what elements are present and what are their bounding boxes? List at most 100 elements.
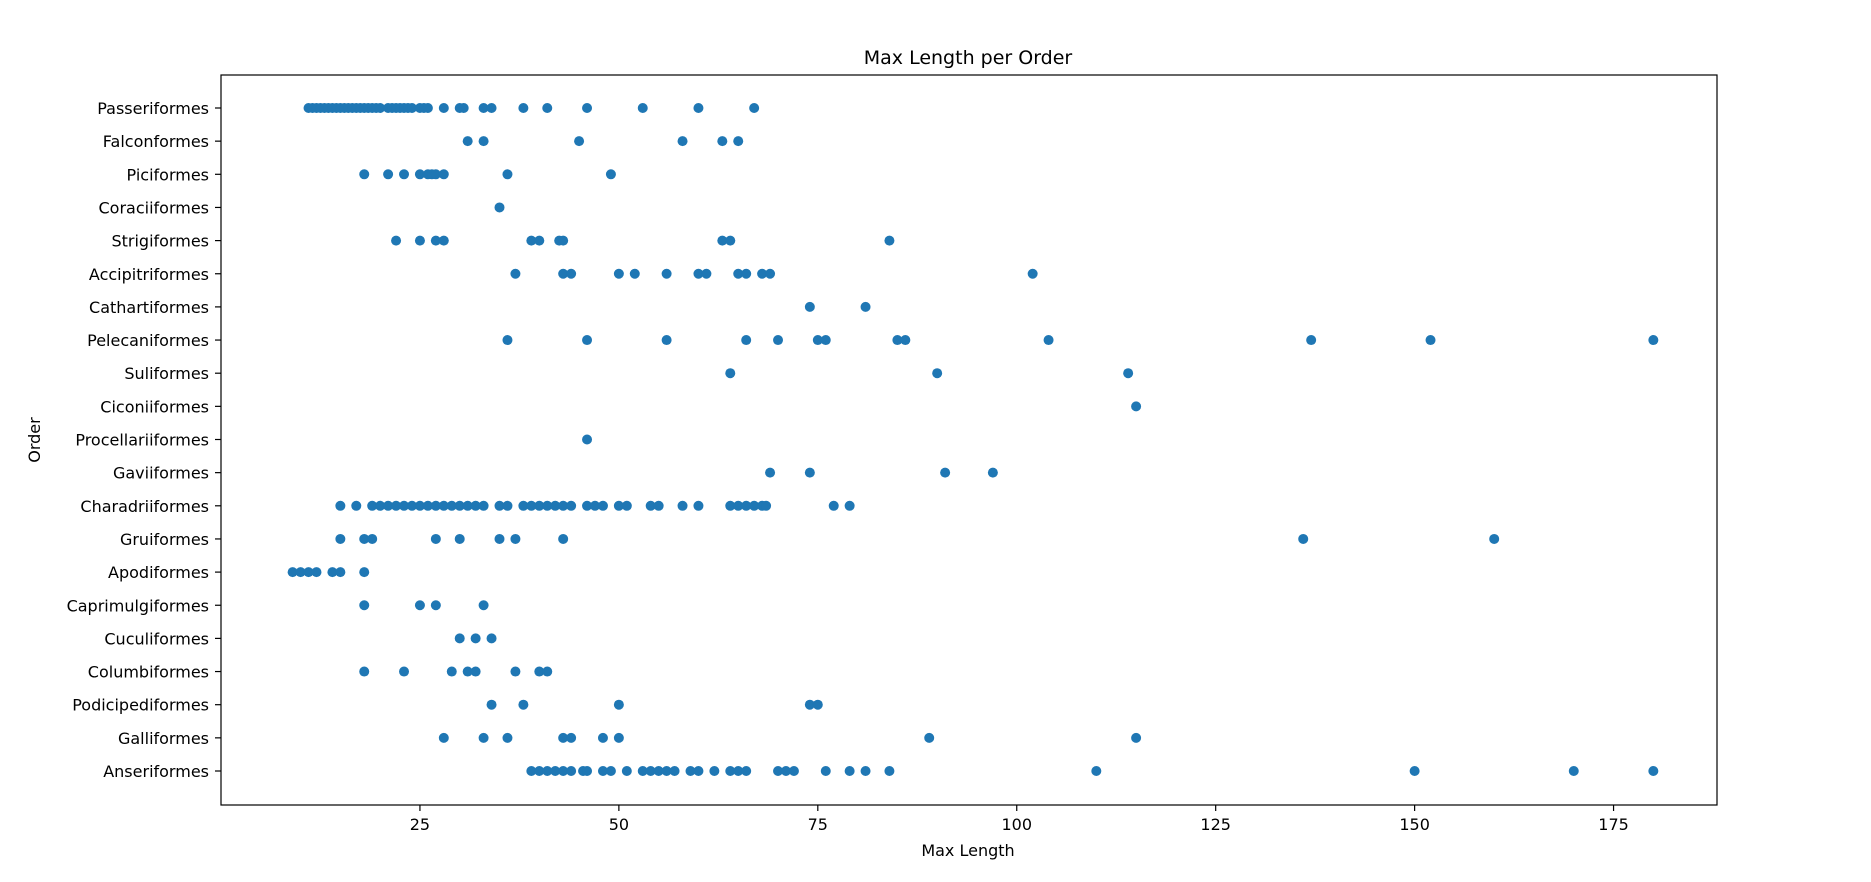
data-point: [812, 699, 823, 710]
data-point: [470, 666, 481, 677]
data-point: [351, 500, 362, 511]
data-point: [613, 732, 624, 743]
data-point: [693, 268, 704, 279]
data-point: [534, 666, 545, 677]
data-point: [510, 268, 521, 279]
data-point: [582, 335, 593, 346]
data-point: [414, 500, 425, 511]
data-point: [542, 103, 553, 113]
data-point: [725, 500, 736, 511]
data-point: [749, 103, 760, 113]
data-point: [518, 500, 529, 511]
data-point: [780, 766, 791, 776]
data-point: [597, 500, 608, 511]
data-point: [725, 368, 736, 379]
y-tick-label: Cuculiformes: [104, 629, 209, 648]
y-tick-label: Cathartiformes: [89, 298, 209, 317]
data-point: [510, 666, 521, 677]
data-point: [494, 500, 505, 511]
data-point: [804, 699, 815, 710]
data-point: [550, 500, 561, 511]
data-point: [454, 633, 465, 644]
data-point: [534, 235, 545, 246]
data-point: [287, 567, 298, 578]
data-point: [430, 169, 441, 180]
data-point: [1027, 268, 1038, 279]
data-point: [478, 500, 489, 511]
data-point: [653, 766, 664, 776]
data-point: [621, 766, 632, 776]
data-point: [788, 766, 799, 776]
data-point: [582, 500, 593, 511]
data-point: [677, 500, 688, 511]
data-point: [932, 368, 943, 379]
data-point: [494, 533, 505, 544]
data-point: [804, 301, 815, 312]
data-point: [1123, 368, 1134, 379]
data-point: [765, 467, 776, 478]
data-point: [924, 732, 935, 743]
data-point: [1648, 766, 1659, 776]
data-point: [558, 533, 569, 544]
data-point: [645, 766, 656, 776]
data-point: [399, 169, 410, 180]
data-point: [558, 766, 569, 776]
data-point: [526, 500, 537, 511]
data-point: [542, 500, 553, 511]
data-point: [359, 169, 370, 180]
data-point: [335, 533, 346, 544]
y-tick-label: Podicipediformes: [72, 696, 209, 715]
data-point: [693, 103, 704, 113]
data-point: [327, 567, 338, 578]
data-point: [749, 500, 760, 511]
data-point: [1409, 766, 1420, 776]
data-point: [597, 766, 608, 776]
data-point: [645, 500, 656, 511]
data-point: [359, 533, 370, 544]
data-point: [414, 235, 425, 246]
data-point: [1131, 732, 1142, 743]
data-point: [892, 335, 903, 346]
data-point: [613, 699, 624, 710]
data-point: [1425, 335, 1436, 346]
data-point: [717, 235, 728, 246]
y-tick-label: Columbiformes: [88, 663, 209, 682]
data-point: [566, 268, 577, 279]
data-point: [884, 766, 895, 776]
y-tick-label: Suliformes: [124, 364, 209, 383]
data-point: [399, 500, 410, 511]
data-point: [828, 500, 839, 511]
data-point: [677, 136, 688, 147]
data-point: [454, 500, 465, 511]
y-axis-label: Order: [25, 417, 44, 463]
data-point: [526, 235, 537, 246]
x-axis-label: Max Length: [921, 841, 1014, 860]
data-point: [367, 533, 378, 544]
data-point: [438, 103, 449, 113]
data-point: [359, 600, 370, 611]
data-point: [566, 766, 577, 776]
data-point: [359, 567, 370, 578]
data-point: [574, 136, 585, 147]
x-tick-label: 75: [808, 815, 828, 834]
data-point: [1648, 335, 1659, 346]
data-point: [733, 500, 744, 511]
y-tick-label: Coraciiformes: [98, 198, 209, 217]
data-point: [590, 500, 600, 511]
data-point: [502, 169, 513, 180]
y-tick-label: Caprimulgiformes: [67, 596, 209, 615]
data-point: [478, 103, 489, 113]
data-point: [605, 169, 616, 180]
y-tick-label: Ciconiiformes: [100, 397, 209, 416]
data-point: [502, 500, 513, 511]
data-point: [773, 766, 784, 776]
data-point: [399, 666, 410, 677]
data-point: [661, 335, 672, 346]
data-point: [542, 766, 553, 776]
data-point: [406, 500, 417, 511]
x-tick-label: 100: [1001, 815, 1032, 834]
x-tick-label: 175: [1598, 815, 1629, 834]
data-point: [725, 766, 736, 776]
data-point: [725, 235, 736, 246]
data-point: [741, 766, 752, 776]
